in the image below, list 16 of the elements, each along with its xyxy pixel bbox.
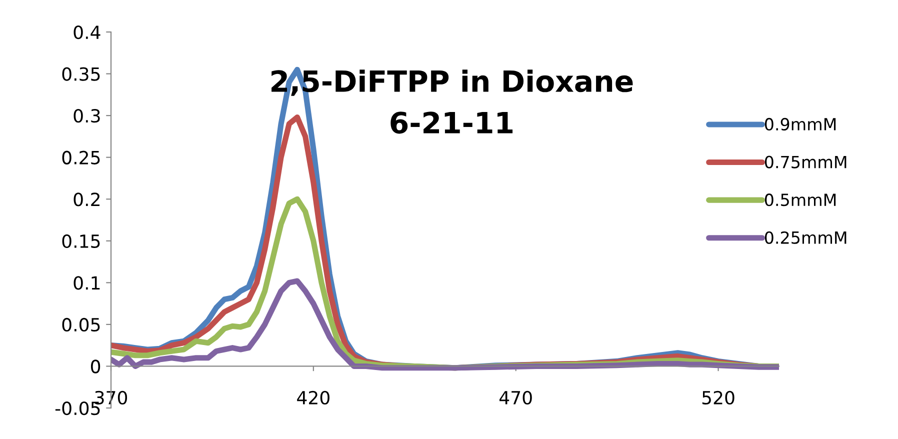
- y-tick-label: 0.35: [62, 67, 100, 81]
- y-tick-label: 0.4: [74, 25, 100, 40]
- legend-label: 0.9mmM: [764, 118, 836, 131]
- x-tick-label: 420: [297, 390, 330, 405]
- legend-label: 0.25mmM: [764, 231, 846, 244]
- legend-label: 0.5mmM: [764, 194, 836, 206]
- y-tick-label: 0.2: [74, 192, 100, 206]
- y-tick-label: 0.25: [62, 150, 100, 164]
- y-tick-label: 0.15: [62, 234, 100, 248]
- y-tick-label: 0.05: [62, 318, 100, 332]
- legend-label: 0.75mmM: [764, 156, 846, 168]
- y-tick-label: 0.1: [74, 276, 100, 290]
- y-tick-label: 0: [90, 360, 100, 374]
- x-tick-label: 470: [500, 390, 532, 405]
- y-tick-label: 0.3: [74, 109, 100, 123]
- x-tick-label: 520: [702, 390, 734, 405]
